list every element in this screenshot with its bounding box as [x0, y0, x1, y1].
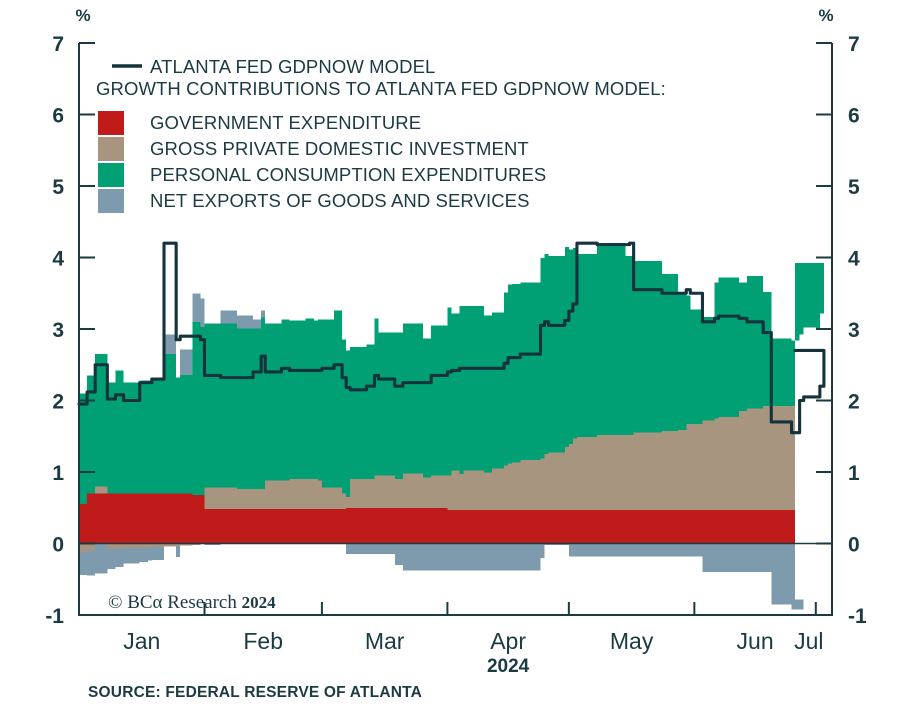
- y-tick-label-left: 0: [52, 534, 64, 557]
- x-tick-label-jul: Jul: [794, 628, 823, 654]
- y-tick-label-right: 0: [848, 534, 860, 557]
- y-tick-label-left: -1: [45, 605, 64, 628]
- legend-label-government-expenditure: GOVERNMENT EXPENDITURE: [150, 112, 421, 133]
- x-tick-label-jun: Jun: [737, 628, 774, 654]
- legend-label-personal-consumption-expenditures: PERSONAL CONSUMPTION EXPENDITURES: [150, 164, 546, 185]
- y-tick-label-right: 5: [848, 176, 860, 199]
- axis-labels-layer: -1 -1 0 0 1 1 2 2 3 3 4 4 5 5 6 6 7 7% % Jan Feb Mar Apr May Jun…: [45, 6, 867, 677]
- legend-swatch-1: [98, 137, 124, 161]
- legend-header: GROWTH CONTRIBUTIONS TO ATLANTA FED GDPN…: [96, 78, 666, 99]
- y-tick-label-left: 7: [52, 33, 64, 56]
- x-tick-label-feb: Feb: [243, 628, 283, 654]
- y-tick-label-right: 1: [848, 462, 860, 485]
- x-tick-label-mar: Mar: [365, 628, 405, 654]
- y-tick-label-left: 2: [52, 391, 64, 414]
- legend-label-gross-private-domestic-investment: GROSS PRIVATE DOMESTIC INVESTMENT: [150, 138, 529, 159]
- x-axis-year-label: 2024: [487, 656, 530, 677]
- source-note: SOURCE: FEDERAL RESERVE OF ATLANTA: [88, 684, 422, 701]
- legend-swatch-2: [98, 163, 124, 187]
- gdpnow-model-line: [77, 241, 826, 435]
- area-band-government-expenditure: [79, 493, 824, 544]
- legend-label-net-exports-of-goods-and-services: NET EXPORTS OF GOODS AND SERVICES: [150, 190, 530, 211]
- area-band-personal-consumption-expenditures: [79, 243, 824, 505]
- legend-label-gdpnow-model: ATLANTA FED GDPNOW MODEL: [150, 56, 435, 77]
- y-axis-unit-right: %: [818, 6, 833, 25]
- x-tick-label-jan: Jan: [123, 628, 160, 654]
- notes-layer: © BCα Research 2024 SOURCE: FEDERAL RESER…: [88, 592, 422, 701]
- y-tick-label-right: 2: [848, 391, 860, 414]
- legend-swatch-3: [98, 189, 124, 213]
- axes-layer: [78, 42, 833, 616]
- x-tick-label-apr: Apr: [490, 628, 526, 654]
- y-axis-unit-left: %: [75, 6, 90, 25]
- y-tick-label-left: 3: [52, 319, 64, 342]
- y-tick-label-right: 6: [848, 105, 860, 128]
- y-tick-label-right: 7: [848, 33, 860, 56]
- stacked-areas-layer: [79, 243, 824, 610]
- area-band-net-exports-of-goods-and-services: [79, 293, 824, 610]
- y-tick-label-left: 4: [52, 248, 64, 271]
- copyright-notice: © BCα Research 2024: [108, 592, 276, 613]
- gdpnow-model-line-path: [77, 241, 826, 435]
- legend-swatch-0: [98, 111, 124, 135]
- y-tick-label-left: 5: [52, 176, 64, 199]
- y-tick-label-right: -1: [848, 605, 867, 628]
- y-tick-label-right: 3: [848, 319, 860, 342]
- y-tick-label-left: 6: [52, 105, 64, 128]
- area-band-gross-private-domestic-investment: [79, 406, 824, 553]
- y-tick-label-left: 1: [52, 462, 64, 485]
- x-tick-label-may: May: [610, 628, 654, 654]
- y-tick-label-right: 4: [848, 248, 860, 271]
